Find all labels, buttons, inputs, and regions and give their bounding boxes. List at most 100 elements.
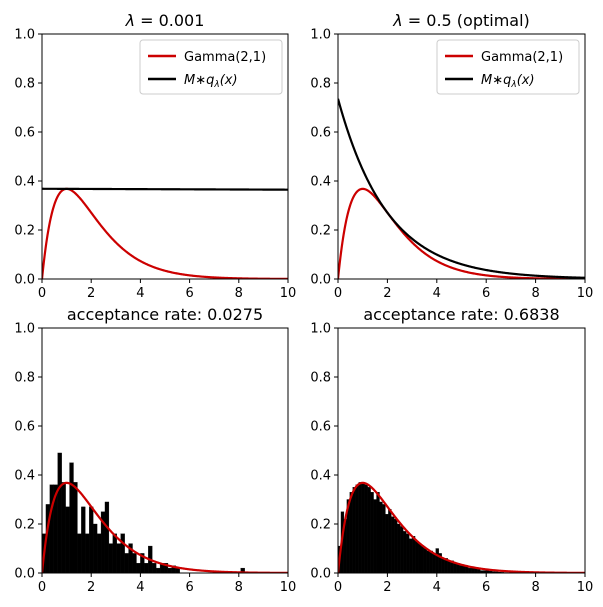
histogram-bar xyxy=(417,543,422,573)
histogram-bar xyxy=(85,533,90,573)
histogram-bar xyxy=(112,533,117,573)
panel-2: 0 2 4 6 8 10 0.0 0.2 0.4 0.6 0.8 1.0 λ = 0.5 (optima… xyxy=(310,11,593,301)
x-tick-label: 8 xyxy=(235,580,243,595)
axes-frame xyxy=(337,327,586,574)
histogram-bar xyxy=(403,531,407,573)
histogram-bar xyxy=(397,523,401,573)
histogram-bar xyxy=(388,509,392,573)
gamma-pdf-line xyxy=(42,187,288,279)
y-tick-label: 0.2 xyxy=(14,518,35,533)
histogram-bar xyxy=(167,567,173,573)
histogram-bar xyxy=(358,482,362,573)
histogram-bar xyxy=(435,548,439,573)
y-tick-label: 0.2 xyxy=(14,224,35,239)
y-tick-label: 0.4 xyxy=(14,175,35,190)
histogram-bar xyxy=(477,569,481,573)
gamma-pdf-line xyxy=(338,187,585,279)
y-tick-label: 0.8 xyxy=(14,77,35,92)
histogram-bar xyxy=(69,462,74,573)
x-tick-label: 6 xyxy=(185,580,193,595)
histogram-bar xyxy=(116,543,121,573)
y-tick-label: 0.8 xyxy=(14,371,35,386)
y-tick-label: 0.0 xyxy=(14,273,35,288)
histogram-bar xyxy=(367,487,371,573)
histogram-bar xyxy=(57,452,62,573)
x-tick-label: 4 xyxy=(136,286,144,301)
plot-area xyxy=(42,452,288,573)
histogram-bar xyxy=(81,506,86,573)
y-tick-label: 0.6 xyxy=(14,126,35,141)
histogram-bar xyxy=(144,563,149,573)
panel-title: acceptance rate: 0.6838 xyxy=(363,305,559,324)
y-tick-label: 0.8 xyxy=(310,77,331,92)
y-tick-label: 1.0 xyxy=(14,28,35,43)
histogram-bar xyxy=(49,484,54,573)
y-tick-label: 0.0 xyxy=(310,273,331,288)
histogram-bar xyxy=(468,567,472,573)
histogram-bar xyxy=(414,541,419,573)
histogram-bar xyxy=(370,491,374,573)
histogram-bar xyxy=(104,501,110,573)
histogram-bar xyxy=(441,558,445,573)
panel-4: 0 2 4 6 8 10 0.0 0.2 0.4 0.6 0.8 1.0 acceptance rate… xyxy=(310,305,593,595)
x-tick-label: 0 xyxy=(38,580,46,595)
histogram-bar xyxy=(364,484,368,573)
legend: Gamma(2,1) M∗qλ(x) xyxy=(139,39,283,95)
histogram-bar xyxy=(447,560,451,573)
title-lambda: λ xyxy=(125,11,135,30)
histogram-bar xyxy=(382,504,386,573)
y-tick-label: 0.0 xyxy=(14,567,35,582)
y-tick-label: 1.0 xyxy=(310,28,331,43)
histogram-bar xyxy=(376,491,380,573)
legend-label-envelope: M∗qλ(x) xyxy=(481,73,535,90)
x-tick-label: 2 xyxy=(383,580,391,595)
x-tick-label: 6 xyxy=(482,286,490,301)
x-tick-label: 4 xyxy=(136,580,144,595)
histogram-bar xyxy=(406,533,410,573)
x-tick-label: 0 xyxy=(38,286,46,301)
envelope-line xyxy=(338,98,585,279)
x-tick-label: 8 xyxy=(235,286,243,301)
histogram-bar xyxy=(96,533,102,573)
histogram-bar xyxy=(394,518,398,573)
axes-frame xyxy=(337,33,586,280)
histogram-bar xyxy=(411,536,416,573)
x-tick-label: 6 xyxy=(185,286,193,301)
x-tick-label: 2 xyxy=(87,286,95,301)
x-tick-label: 0 xyxy=(334,286,342,301)
histogram-bar xyxy=(108,543,113,573)
title-value: = 0.001 xyxy=(135,11,204,30)
legend-envelope-arg: (x) xyxy=(517,73,535,88)
histogram-bar xyxy=(352,487,356,573)
panel-title: acceptance rate: 0.0275 xyxy=(67,305,263,324)
histogram-bar xyxy=(459,565,463,573)
legend: Gamma(2,1) M∗qλ(x) xyxy=(436,39,580,95)
y-tick-label: 0.2 xyxy=(310,224,331,239)
histogram-bar xyxy=(408,538,413,573)
histogram-bar xyxy=(426,550,431,573)
histogram-bar xyxy=(432,553,436,573)
plot-area xyxy=(338,481,585,573)
y-tick-label: 1.0 xyxy=(14,322,35,337)
histogram-bar xyxy=(355,484,359,573)
legend-envelope-sub: λ xyxy=(510,80,516,90)
histogram-bar xyxy=(391,516,395,573)
title-value: = 0.5 (optimal) xyxy=(403,11,530,30)
legend-box xyxy=(139,39,283,95)
y-tick-label: 0.6 xyxy=(310,420,331,435)
panel-3: 0 2 4 6 8 10 0.0 0.2 0.4 0.6 0.8 1.0 acceptance rate… xyxy=(14,305,296,595)
legend-label-envelope: M∗qλ(x) xyxy=(184,73,238,90)
legend-envelope-main: M∗q xyxy=(481,73,511,88)
histogram-bar xyxy=(423,548,428,573)
envelope-line xyxy=(42,187,288,191)
histogram-bar xyxy=(152,563,157,573)
histogram-bar xyxy=(429,550,433,573)
x-tick-label: 10 xyxy=(280,580,297,595)
y-tick-label: 0.4 xyxy=(310,469,331,484)
legend-envelope-main: M∗q xyxy=(184,73,214,88)
axes-frame xyxy=(41,33,289,280)
histogram-bar xyxy=(453,563,457,573)
x-tick-label: 4 xyxy=(433,286,441,301)
legend-label-gamma: Gamma(2,1) xyxy=(184,50,266,65)
